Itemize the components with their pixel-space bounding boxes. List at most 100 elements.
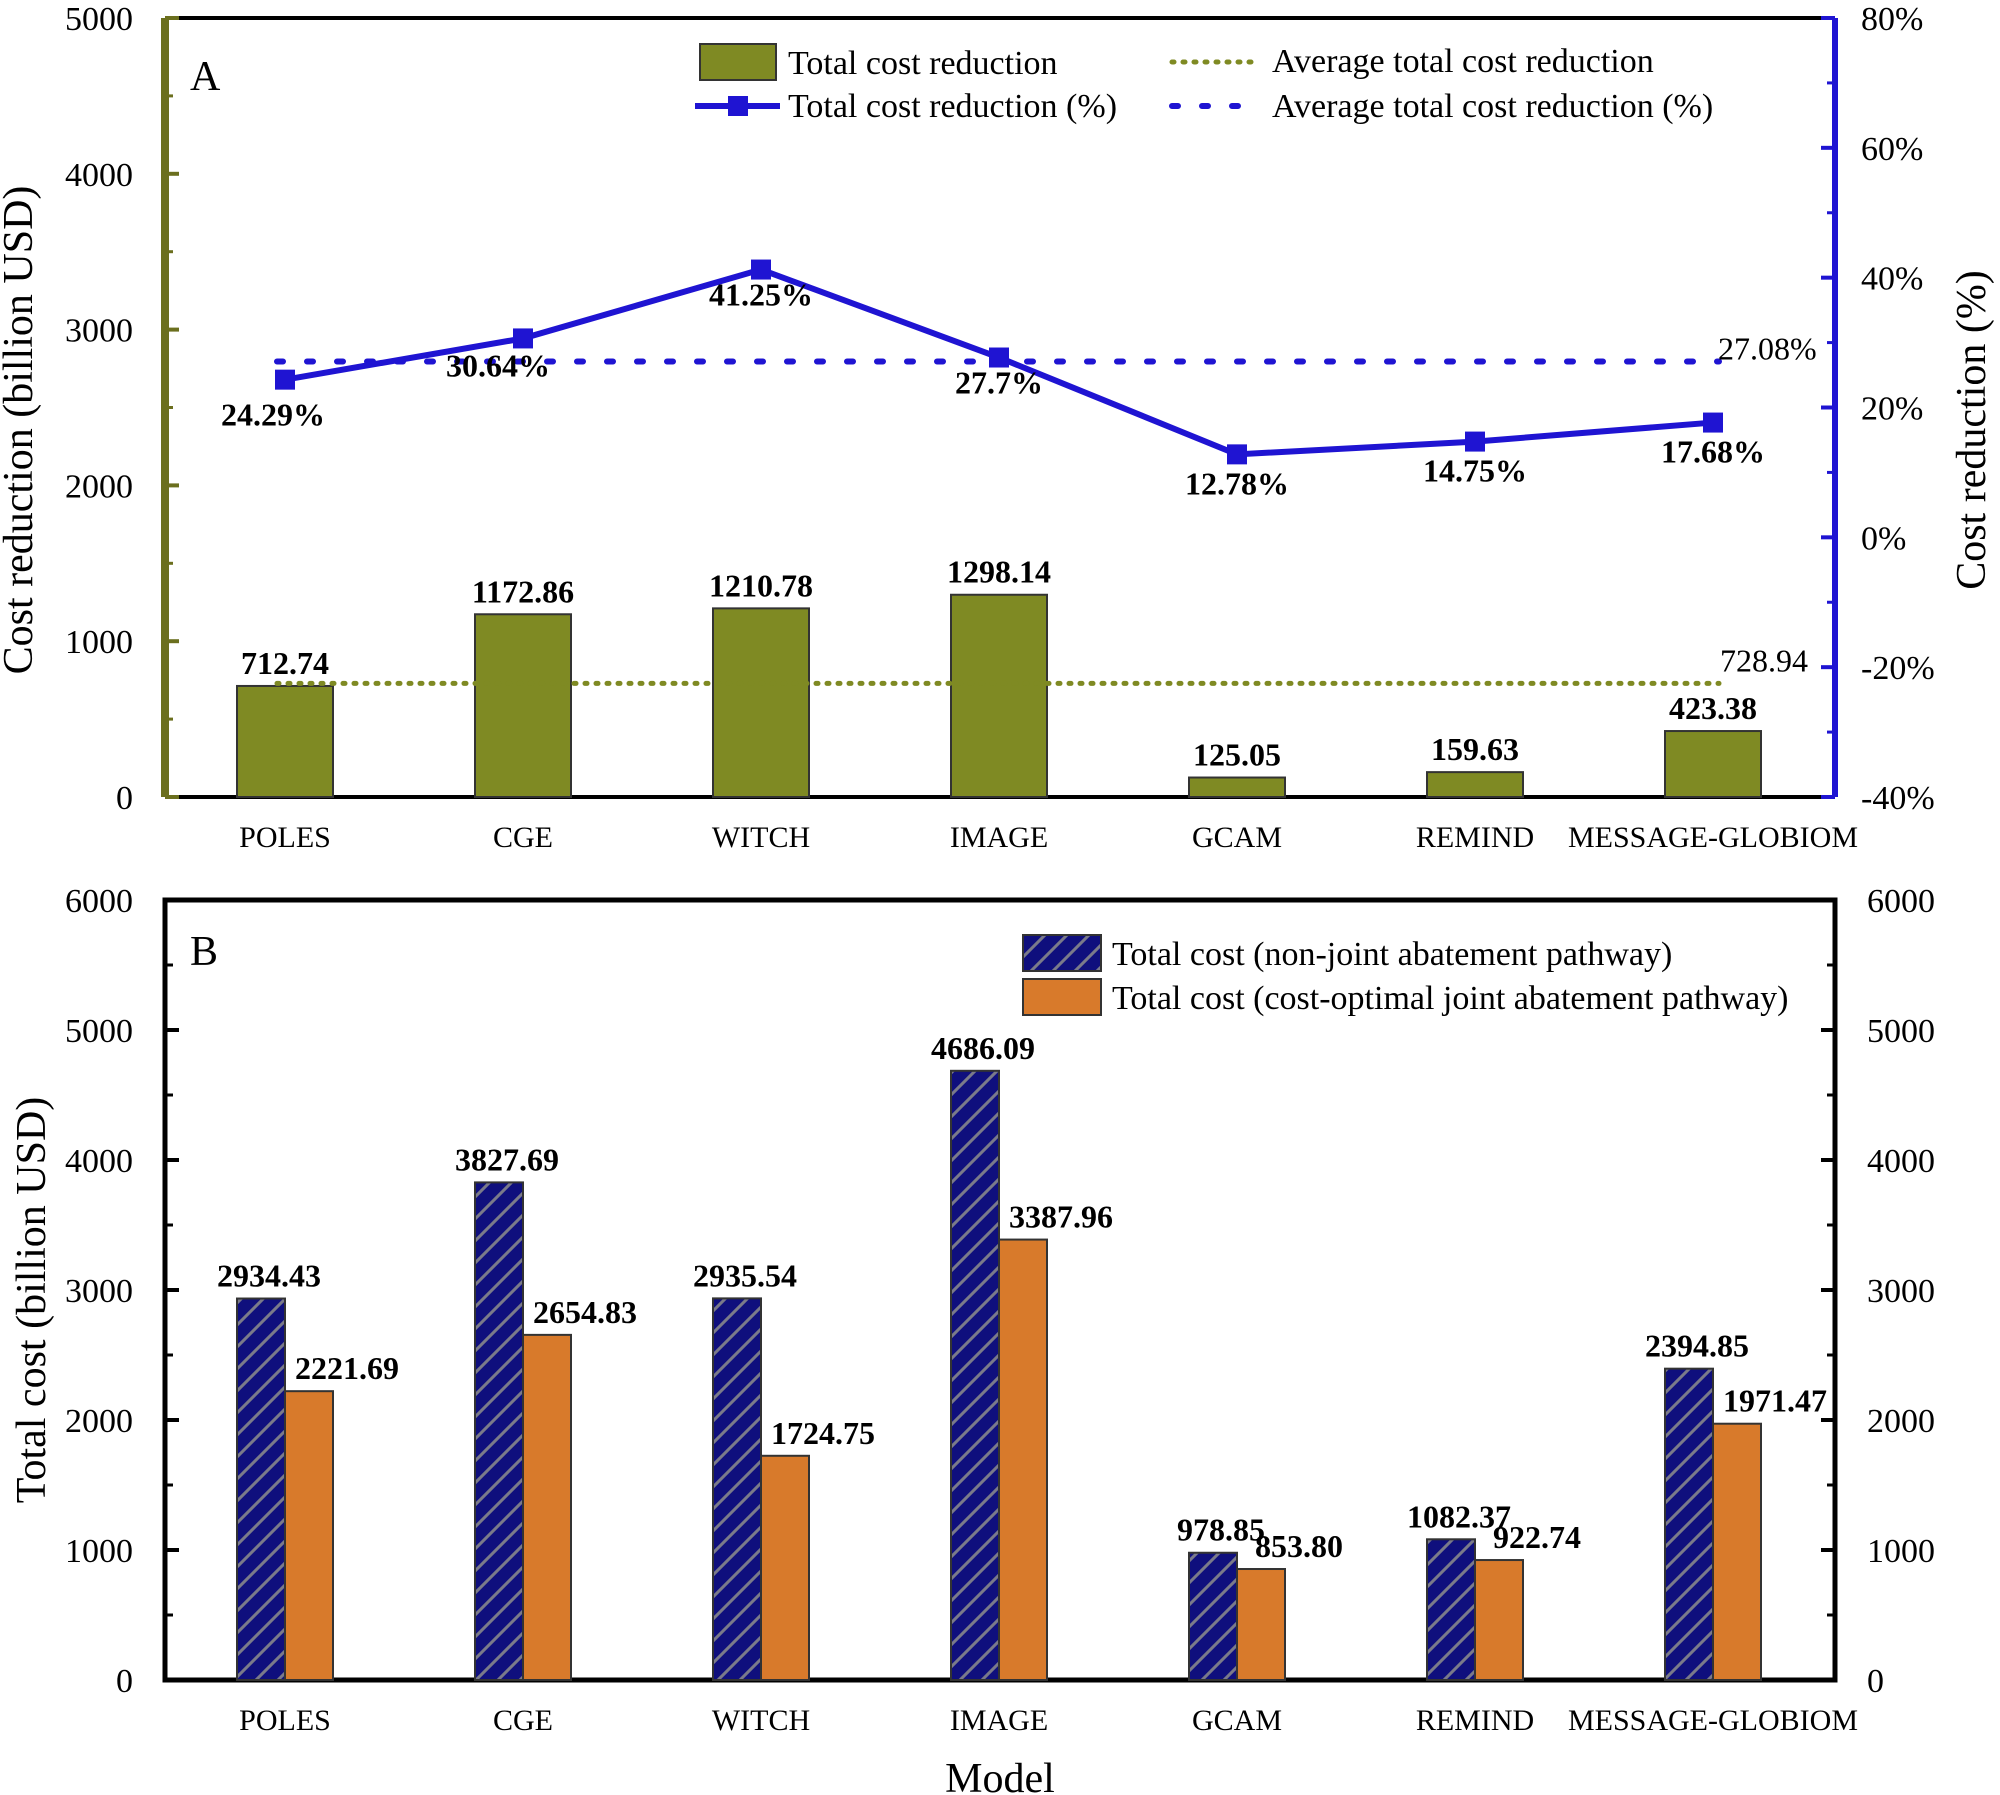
legend-b-non-joint-swatch <box>1022 934 1102 972</box>
panel-b-bar-joint <box>1236 1568 1286 1681</box>
panel-b-bar-joint <box>284 1390 334 1681</box>
panel-a-category-label: WITCH <box>712 821 810 854</box>
legend-a-bar-swatch <box>699 43 777 81</box>
panel-b-bar-joint-label: 2221.69 <box>295 1350 399 1386</box>
legend-a-line-text: Total cost reduction (%) <box>788 88 1117 125</box>
panel-a-category-label: CGE <box>493 821 553 854</box>
panel-a-bar <box>474 613 572 799</box>
panel-a-letter: A <box>190 54 221 100</box>
panel-b-bar-non-joint <box>1188 1551 1238 1682</box>
panel-a-bar <box>1426 771 1524 798</box>
panel-b-xlabel: Model <box>945 1756 1055 1795</box>
panel-b-right-tick-label: 6000 <box>1867 883 1935 920</box>
panel-a-bar <box>1664 730 1762 799</box>
legend-a-avg-text: Average total cost reduction <box>1272 43 1654 80</box>
panel-b-bar-non-joint <box>474 1181 524 1681</box>
panel-b-right-tick-label: 4000 <box>1867 1143 1935 1180</box>
panel-b-left-tick-label: 4000 <box>65 1143 133 1180</box>
panel-a-pct-label: 14.75% <box>1423 453 1527 489</box>
panel-b-bar-non-joint <box>236 1297 286 1681</box>
panel-a-pct-label: 24.29% <box>221 397 325 433</box>
panel-b-category-label: POLES <box>239 1704 331 1737</box>
panel-b-left-tick-label: 5000 <box>65 1013 133 1050</box>
panel-a-right-tick-label: 0% <box>1861 520 1906 557</box>
panel-b-bar-non-joint-label: 2394.85 <box>1645 1328 1749 1364</box>
panel-b-ylabel: Total cost (billion USD) <box>9 1097 55 1504</box>
panel-a-pct-label: 30.64% <box>446 347 550 383</box>
panel-a-right-tick-label: -20% <box>1861 650 1935 687</box>
panel-a-ylabel-right: Cost reduction (%) <box>1949 270 1995 590</box>
panel-a-bar <box>1188 776 1286 799</box>
panel-a-category-label: POLES <box>239 821 331 854</box>
panel-a-average-pct-label: 27.08% <box>1718 331 1817 367</box>
panel-a-pct-marker <box>513 328 533 349</box>
legend-a-avg-pct-text: Average total cost reduction (%) <box>1272 88 1713 125</box>
panel-a-pct-label: 27.7% <box>955 365 1043 401</box>
panel-b-bar-non-joint-label: 4686.09 <box>931 1030 1035 1066</box>
panel-b-category-label: GCAM <box>1192 1704 1282 1737</box>
panel-a-average-label: 728.94 <box>1720 642 1808 678</box>
panel-b-category-label: IMAGE <box>950 1704 1048 1737</box>
panel-b: 0 0 1000 1000 2000 2000 3000 3000 4000 4000 5000 50… <box>65 883 1935 1737</box>
panel-a-left-tick-label: 1000 <box>65 624 133 661</box>
panel-b-category-label: MESSAGE-GLOBIOM <box>1568 1704 1858 1737</box>
panel-b-right-tick-label: 5000 <box>1867 1013 1935 1050</box>
panel-a-pct-label: 12.78% <box>1185 465 1289 501</box>
panel-a-right-tick-label: 80% <box>1861 1 1923 38</box>
panel-a-pct-marker <box>275 369 295 390</box>
legend-a-line-marker <box>728 96 748 116</box>
panel-b-bar-joint <box>522 1333 572 1681</box>
panel-a-bar <box>950 593 1048 799</box>
legend-b-non-joint-text: Total cost (non-joint abatement pathway) <box>1112 936 1672 973</box>
panel-b-bar-joint-label: 1971.47 <box>1723 1383 1827 1419</box>
panel-b-bar-joint <box>998 1238 1048 1681</box>
panel-a-left-tick-label: 0 <box>116 780 133 817</box>
panel-b-bar-non-joint <box>1664 1367 1714 1682</box>
panel-a-ylabel: Cost reduction (billion USD) <box>0 186 42 675</box>
panel-b-bar-joint-label: 853.80 <box>1255 1528 1343 1564</box>
panel-a-bar-label: 1298.14 <box>947 554 1051 590</box>
panel-a-right-tick-label: 40% <box>1861 261 1923 298</box>
panel-b-bar-non-joint-label: 978.85 <box>1177 1512 1265 1548</box>
panel-b-left-tick-label: 6000 <box>65 883 133 920</box>
panel-b-bar-joint <box>1474 1559 1524 1682</box>
panel-a-pct-marker <box>751 259 771 280</box>
panel-a-category-label: GCAM <box>1192 821 1282 854</box>
panel-a-bar-label: 1172.86 <box>472 573 574 609</box>
panel-a-bar-label: 125.05 <box>1193 737 1281 773</box>
panel-a-category-label: IMAGE <box>950 821 1048 854</box>
panel-a-bar <box>712 607 810 798</box>
panel-b-bar-joint <box>1712 1422 1762 1681</box>
legend-b-joint-swatch <box>1022 978 1102 1016</box>
panel-b-bar-non-joint-label: 2934.43 <box>217 1258 321 1294</box>
legend-a-bar-text: Total cost reduction <box>788 45 1058 82</box>
panel-b-bar-joint-label: 2654.83 <box>533 1294 637 1330</box>
panel-a-left-tick-label: 2000 <box>65 468 133 505</box>
panel-b-bar-joint <box>760 1454 810 1681</box>
panel-a-pct-marker <box>1465 431 1485 452</box>
panel-a-bar-label: 159.63 <box>1431 731 1519 767</box>
panel-a-category-label: REMIND <box>1416 821 1534 854</box>
panel-a-right-tick-label: -40% <box>1861 780 1935 817</box>
panel-a-right-tick-label: 20% <box>1861 391 1923 428</box>
panel-b-bar-non-joint <box>712 1297 762 1681</box>
panel-a-bar-label: 712.74 <box>241 645 329 681</box>
panel-a-right-tick-label: 60% <box>1861 131 1923 168</box>
panel-a: 0 1000 2000 3000 4000 5000 -40% -20% 0% 20% 40% 60%… <box>65 1 1935 854</box>
panel-b-category-label: REMIND <box>1416 1704 1534 1737</box>
panel-a-left-tick-label: 3000 <box>65 313 133 350</box>
panel-a-category-label: MESSAGE-GLOBIOM <box>1568 821 1858 854</box>
panel-a-pct-label: 41.25% <box>709 277 813 313</box>
panel-b-left-tick-label: 0 <box>116 1663 133 1700</box>
panel-b-bar-non-joint-label: 2935.54 <box>693 1257 797 1293</box>
panel-b-left-tick-label: 1000 <box>65 1533 133 1570</box>
legend-b-joint-text: Total cost (cost-optimal joint abatement… <box>1112 980 1788 1017</box>
panel-a-left-tick-label: 5000 <box>65 1 133 38</box>
panel-b-left-tick-label: 3000 <box>65 1273 133 1310</box>
panel-a-pct-marker <box>1227 444 1247 465</box>
panel-a-left-tick-label: 4000 <box>65 157 133 194</box>
panel-b-bar-joint-label: 922.74 <box>1493 1519 1581 1555</box>
panel-a-bar <box>236 684 334 798</box>
panel-b-right-tick-label: 3000 <box>1867 1273 1935 1310</box>
